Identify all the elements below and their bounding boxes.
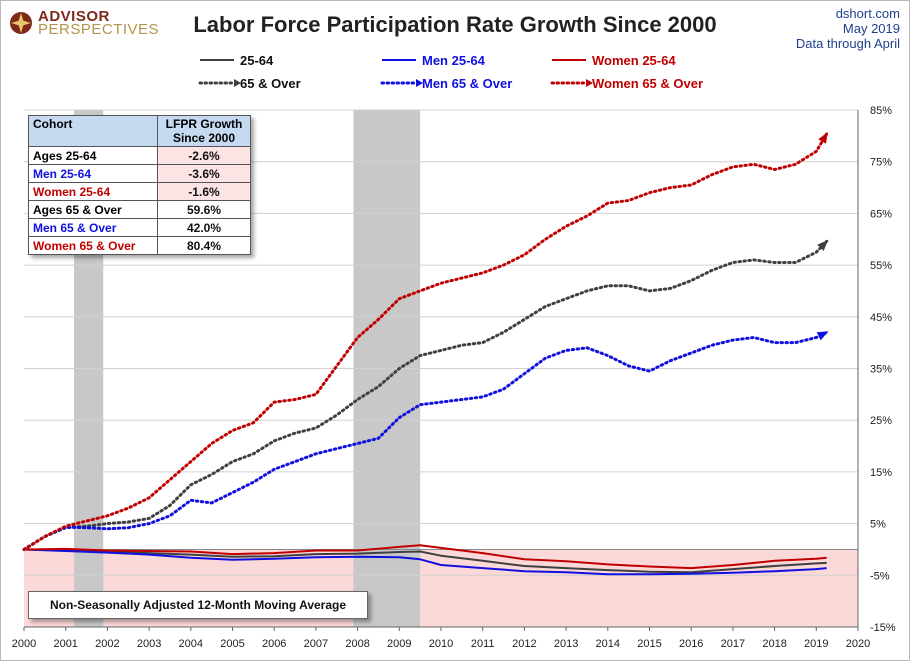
x-tick-label: 2004 bbox=[179, 638, 203, 650]
legend-label: Men 65 & Over bbox=[422, 76, 512, 91]
source-date: May 2019 bbox=[842, 21, 900, 36]
series-line bbox=[22, 132, 829, 551]
x-tick-label: 2005 bbox=[220, 638, 244, 650]
x-tick-label: 2001 bbox=[53, 638, 77, 650]
x-tick-label: 2003 bbox=[137, 638, 161, 650]
table-row: Men 25-64 -3.6% bbox=[28, 164, 251, 183]
cohort-name: Women 25-64 bbox=[28, 182, 158, 201]
legend-arrow-icon bbox=[234, 79, 241, 87]
brand-logo: ADVISOR PERSPECTIVES bbox=[8, 8, 159, 38]
y-tick-label: -15% bbox=[870, 622, 896, 634]
cohort-growth-value: -1.6% bbox=[157, 182, 251, 201]
cohort-growth-value: -3.6% bbox=[157, 164, 251, 183]
logo-text-bottom: PERSPECTIVES bbox=[38, 21, 160, 38]
legend-label: Women 65 & Over bbox=[592, 76, 703, 91]
table-row: Men 65 & Over 42.0% bbox=[28, 218, 251, 237]
x-tick-label: 2009 bbox=[387, 638, 411, 650]
y-tick-label: 55% bbox=[870, 260, 892, 272]
x-tick-label: 2002 bbox=[95, 638, 119, 650]
cohort-name: Men 65 & Over bbox=[28, 218, 158, 237]
y-tick-label: 65% bbox=[870, 208, 892, 220]
cohort-growth-value: -2.6% bbox=[157, 146, 251, 165]
legend-label: 25-64 bbox=[240, 53, 274, 68]
x-tick-label: 2015 bbox=[637, 638, 661, 650]
y-tick-label: 45% bbox=[870, 312, 892, 324]
series-line bbox=[23, 548, 827, 576]
source-block: dshort.com May 2019 Data through April bbox=[796, 6, 900, 51]
series-line bbox=[22, 239, 829, 551]
table-row: Women 25-64 -1.6% bbox=[28, 182, 251, 201]
x-tick-label: 2020 bbox=[846, 638, 870, 650]
x-tick-label: 2017 bbox=[721, 638, 745, 650]
x-tick-label: 2018 bbox=[762, 638, 786, 650]
series-end-arrow bbox=[817, 239, 829, 251]
cohort-name: Women 65 & Over bbox=[28, 236, 158, 255]
logo-text-top: ADVISOR bbox=[38, 8, 110, 25]
table-header-cohort: Cohort bbox=[28, 115, 158, 147]
x-tick-label: 2016 bbox=[679, 638, 703, 650]
x-tick-label: 2007 bbox=[304, 638, 328, 650]
x-tick-label: 2011 bbox=[471, 638, 495, 650]
y-tick-label: 85% bbox=[870, 105, 892, 117]
x-tick-label: 2008 bbox=[345, 638, 369, 650]
x-tick-label: 2012 bbox=[512, 638, 536, 650]
series-line bbox=[23, 548, 827, 574]
series-end-arrow bbox=[818, 132, 828, 144]
cohort-name: Men 25-64 bbox=[28, 164, 158, 183]
series-line bbox=[22, 330, 829, 551]
x-tick-label: 2014 bbox=[596, 638, 620, 650]
cohort-name: Ages 25-64 bbox=[28, 146, 158, 165]
logo-mark-icon bbox=[10, 12, 32, 34]
legend-label: 65 & Over bbox=[240, 76, 301, 91]
x-tick-label: 2010 bbox=[429, 638, 453, 650]
x-tick-label: 2000 bbox=[12, 638, 36, 650]
y-tick-label: 5% bbox=[870, 519, 886, 531]
chart-title: Labor Force Participation Rate Growth Si… bbox=[193, 12, 717, 37]
series-end-arrow bbox=[816, 331, 829, 341]
legend-label: Women 25-64 bbox=[592, 53, 676, 68]
cohort-growth-value: 42.0% bbox=[157, 218, 251, 237]
table-row: Women 65 & Over 80.4% bbox=[28, 236, 251, 255]
method-note: Non-Seasonally Adjusted 12-Month Moving … bbox=[28, 591, 368, 619]
cohort-name: Ages 65 & Over bbox=[28, 200, 158, 219]
source-coverage: Data through April bbox=[795, 36, 900, 51]
cohort-growth-value: 59.6% bbox=[157, 200, 251, 219]
legend-arrow-icon bbox=[586, 79, 593, 87]
table-row: Ages 25-64 -2.6% bbox=[28, 146, 251, 165]
table-header-growth-line1: LFPR Growth bbox=[165, 117, 243, 131]
legend-label: Men 25-64 bbox=[422, 53, 486, 68]
source-site: dshort.com bbox=[835, 6, 900, 21]
legend-arrow-icon bbox=[416, 79, 423, 87]
y-tick-label: 35% bbox=[870, 364, 892, 376]
x-tick-label: 2006 bbox=[262, 638, 286, 650]
x-tick-label: 2019 bbox=[804, 638, 828, 650]
x-tick-label: 2013 bbox=[554, 638, 578, 650]
table-header-growth-line2: Since 2000 bbox=[172, 131, 236, 145]
cohort-growth-value: 80.4% bbox=[157, 236, 251, 255]
y-tick-label: -5% bbox=[870, 570, 890, 582]
y-tick-label: 15% bbox=[870, 467, 892, 479]
y-tick-label: 25% bbox=[870, 415, 892, 427]
series-line bbox=[23, 544, 827, 570]
table-row: Ages 65 & Over 59.6% bbox=[28, 200, 251, 219]
y-tick-label: 75% bbox=[870, 157, 892, 169]
cohort-table: Cohort LFPR Growth Since 2000 Ages 25-64… bbox=[28, 115, 251, 255]
table-header-growth: LFPR Growth Since 2000 bbox=[157, 115, 251, 147]
